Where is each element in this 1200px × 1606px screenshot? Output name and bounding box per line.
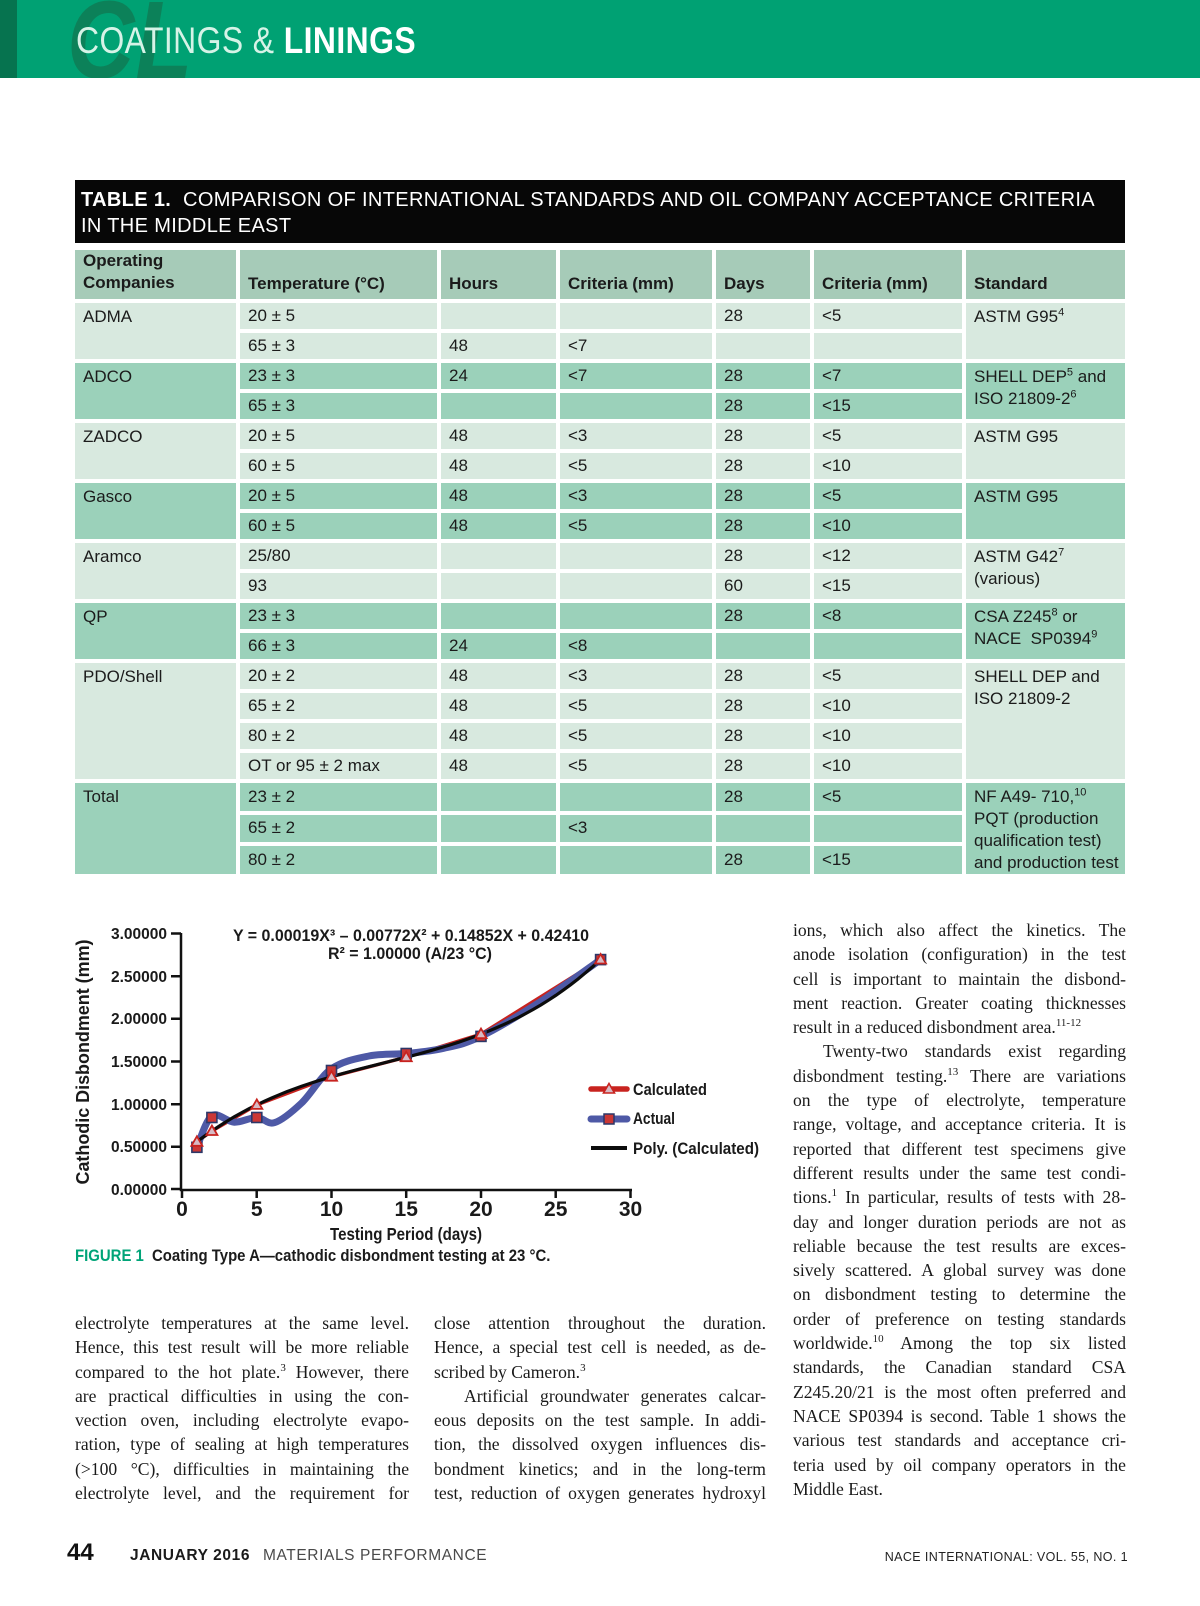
svg-text:2.50000: 2.50000 [111,969,167,986]
svg-text:15: 15 [395,1198,419,1221]
svg-text:30: 30 [619,1198,642,1221]
svg-text:1.00000: 1.00000 [111,1097,167,1114]
svg-text:Actual: Actual [633,1109,675,1128]
svg-text:20: 20 [469,1198,492,1221]
svg-text:10: 10 [320,1198,343,1221]
svg-text:3.00000: 3.00000 [111,926,167,943]
svg-text:0.50000: 0.50000 [111,1139,167,1156]
svg-text:Testing Period (days): Testing Period (days) [330,1224,482,1244]
svg-text:Y = 0.00019X³ – 0.00772X² + 0.: Y = 0.00019X³ – 0.00772X² + 0.14852X + 0… [233,927,589,945]
svg-text:R² = 1.00000 (A/23 °C): R² = 1.00000 (A/23 °C) [328,945,492,963]
svg-text:Calculated: Calculated [633,1080,707,1099]
svg-text:Cathodic Disbondment (mm): Cathodic Disbondment (mm) [72,940,93,1185]
svg-text:25: 25 [544,1198,568,1221]
svg-text:2.00000: 2.00000 [111,1011,167,1028]
svg-text:0: 0 [176,1198,188,1221]
svg-text:1.50000: 1.50000 [111,1054,167,1071]
svg-text:5: 5 [251,1198,263,1221]
svg-text:Poly. (Calculated): Poly. (Calculated) [633,1139,759,1158]
svg-text:0.00000: 0.00000 [111,1182,167,1199]
